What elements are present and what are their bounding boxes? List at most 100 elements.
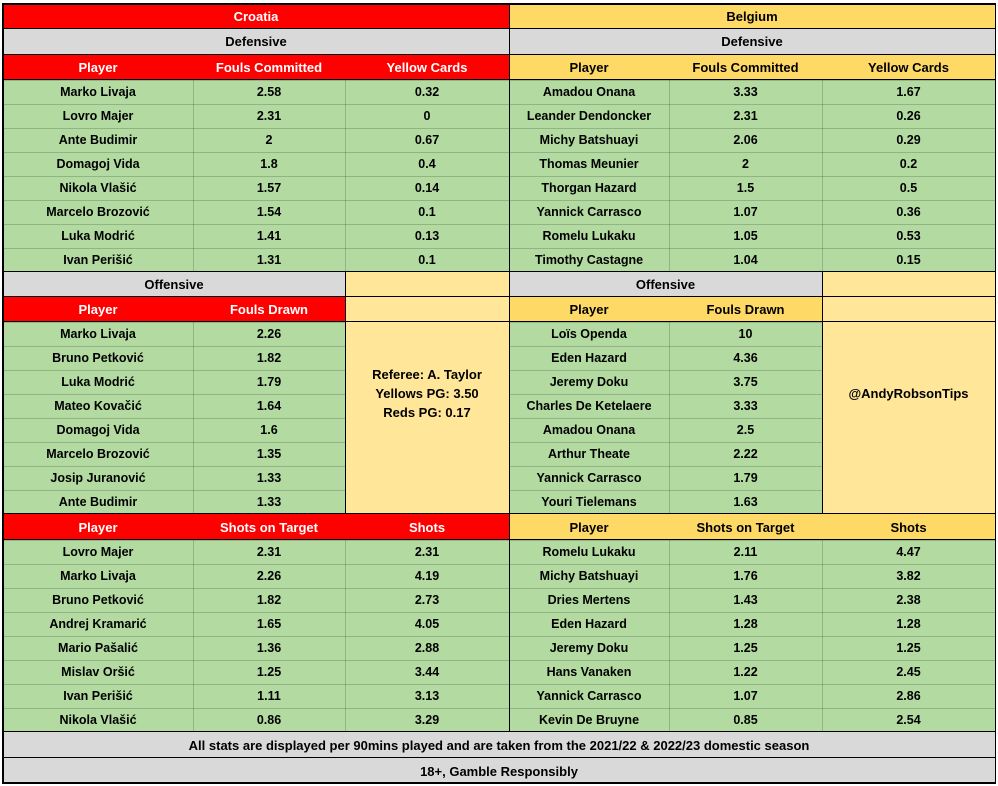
croatia-defensive-row-4-col-3: 0.4 bbox=[345, 152, 509, 176]
cell-gridline bbox=[345, 248, 509, 249]
cell-gridline bbox=[345, 684, 509, 685]
belgium-shots-header-shots-on-target: Shots on Target bbox=[669, 514, 822, 540]
croatia-offensive-row-3-col-2: 1.79 bbox=[193, 370, 345, 394]
referee-name: Referee: A. Taylor bbox=[372, 366, 482, 382]
belgium-shots-row-5-col-2: 1.25 bbox=[669, 636, 822, 660]
cell-gridline bbox=[345, 540, 346, 732]
croatia-defensive-row-2-col-3: 0 bbox=[345, 104, 509, 128]
belgium-offensive-row-6-col-2: 2.22 bbox=[669, 442, 822, 466]
cell-gridline bbox=[345, 200, 509, 201]
cell-gridline bbox=[822, 200, 995, 201]
belgium-defensive-row-5-col-1: Thorgan Hazard bbox=[509, 176, 669, 200]
border-handle-left bbox=[821, 271, 823, 514]
border-row bbox=[2, 321, 996, 323]
croatia-shots-row-2-col-1: Marko Livaja bbox=[3, 564, 193, 588]
belgium-offensive-row-3-col-1: Jeremy Doku bbox=[509, 370, 669, 394]
croatia-defensive-row-5-col-3: 0.14 bbox=[345, 176, 509, 200]
referee-box: Referee: A. Taylor Yellows PG: 3.50 Reds P… bbox=[345, 272, 509, 514]
croatia-offensive-row-6-col-1: Marcelo Brozović bbox=[3, 442, 193, 466]
belgium-defensive-row-4-col-1: Thomas Meunier bbox=[509, 152, 669, 176]
cell-gridline bbox=[3, 128, 345, 129]
croatia-defensive-header-player: Player bbox=[3, 54, 193, 80]
team-title-croatia: Croatia bbox=[3, 4, 509, 28]
cell-gridline bbox=[509, 564, 822, 565]
cell-gridline bbox=[822, 540, 823, 732]
cell-gridline bbox=[822, 80, 995, 81]
cell-gridline bbox=[3, 176, 345, 177]
belgium-defensive-header-yellow-cards: Yellow Cards bbox=[822, 54, 995, 80]
cell-gridline bbox=[345, 564, 509, 565]
cell-gridline bbox=[3, 564, 345, 565]
cell-gridline bbox=[509, 588, 822, 589]
team-title-belgium: Belgium bbox=[509, 4, 995, 28]
belgium-offensive-row-6-col-1: Arthur Theate bbox=[509, 442, 669, 466]
cell-gridline bbox=[509, 466, 822, 467]
section-offensive-belgium: Offensive bbox=[509, 272, 822, 297]
croatia-shots-row-4-col-1: Andrej Kramarić bbox=[3, 612, 193, 636]
cell-gridline bbox=[822, 588, 995, 589]
cell-gridline bbox=[509, 370, 822, 371]
belgium-defensive-row-2-col-2: 2.31 bbox=[669, 104, 822, 128]
cell-gridline bbox=[822, 612, 995, 613]
cell-gridline bbox=[509, 176, 822, 177]
cell-gridline bbox=[345, 176, 509, 177]
croatia-shots-row-5-col-1: Mario Pašalić bbox=[3, 636, 193, 660]
belgium-defensive-row-7-col-1: Romelu Lukaku bbox=[509, 224, 669, 248]
cell-gridline bbox=[345, 104, 509, 105]
croatia-shots-row-6-col-1: Mislav Oršić bbox=[3, 660, 193, 684]
belgium-shots-row-2-col-2: 1.76 bbox=[669, 564, 822, 588]
croatia-defensive-row-8-col-2: 1.31 bbox=[193, 248, 345, 272]
belgium-shots-row-5-col-3: 1.25 bbox=[822, 636, 995, 660]
cell-gridline bbox=[822, 660, 995, 661]
cell-gridline bbox=[3, 418, 345, 419]
croatia-shots-row-6-col-2: 1.25 bbox=[193, 660, 345, 684]
croatia-defensive-row-2-col-2: 2.31 bbox=[193, 104, 345, 128]
belgium-defensive-row-7-col-2: 1.05 bbox=[669, 224, 822, 248]
belgium-defensive-row-6-col-3: 0.36 bbox=[822, 200, 995, 224]
border-row bbox=[2, 54, 996, 56]
section-defensive-belgium: Defensive bbox=[509, 28, 995, 54]
cell-gridline bbox=[345, 660, 509, 661]
border-top bbox=[2, 3, 996, 5]
cell-gridline bbox=[822, 564, 995, 565]
belgium-defensive-row-6-col-1: Yannick Carrasco bbox=[509, 200, 669, 224]
cell-gridline bbox=[822, 636, 995, 637]
croatia-shots-row-3-col-3: 2.73 bbox=[345, 588, 509, 612]
croatia-shots-row-8-col-3: 3.29 bbox=[345, 708, 509, 732]
border-row bbox=[2, 296, 996, 298]
cell-gridline bbox=[3, 684, 345, 685]
belgium-shots-row-3-col-3: 2.38 bbox=[822, 588, 995, 612]
cell-gridline bbox=[822, 80, 823, 272]
border-row bbox=[2, 271, 996, 273]
border-bottom bbox=[2, 782, 996, 784]
cell-gridline bbox=[345, 540, 509, 541]
belgium-defensive-row-2-col-3: 0.26 bbox=[822, 104, 995, 128]
cell-gridline bbox=[3, 660, 345, 661]
cell-gridline bbox=[509, 80, 822, 81]
croatia-shots-row-2-col-3: 4.19 bbox=[345, 564, 509, 588]
croatia-shots-row-6-col-3: 3.44 bbox=[345, 660, 509, 684]
belgium-shots-row-3-col-2: 1.43 bbox=[669, 588, 822, 612]
belgium-shots-row-4-col-3: 1.28 bbox=[822, 612, 995, 636]
cell-gridline bbox=[345, 224, 509, 225]
belgium-shots-row-1-col-1: Romelu Lukaku bbox=[509, 540, 669, 564]
croatia-defensive-row-3-col-2: 2 bbox=[193, 128, 345, 152]
croatia-defensive-row-7-col-3: 0.13 bbox=[345, 224, 509, 248]
belgium-defensive-row-5-col-2: 1.5 bbox=[669, 176, 822, 200]
belgium-defensive-row-8-col-3: 0.15 bbox=[822, 248, 995, 272]
croatia-shots-row-1-col-2: 2.31 bbox=[193, 540, 345, 564]
belgium-defensive-row-1-col-1: Amadou Onana bbox=[509, 80, 669, 104]
cell-gridline bbox=[509, 394, 822, 395]
cell-gridline bbox=[822, 176, 995, 177]
croatia-defensive-row-8-col-3: 0.1 bbox=[345, 248, 509, 272]
cell-gridline bbox=[822, 128, 995, 129]
croatia-defensive-row-6-col-1: Marcelo Brozović bbox=[3, 200, 193, 224]
cell-gridline bbox=[3, 612, 345, 613]
croatia-shots-row-8-col-1: Nikola Vlašić bbox=[3, 708, 193, 732]
border-left bbox=[2, 3, 4, 784]
belgium-shots-row-1-col-2: 2.11 bbox=[669, 540, 822, 564]
belgium-defensive-row-3-col-1: Michy Batshuayi bbox=[509, 128, 669, 152]
belgium-defensive-row-4-col-3: 0.2 bbox=[822, 152, 995, 176]
croatia-shots-row-7-col-2: 1.11 bbox=[193, 684, 345, 708]
cell-gridline bbox=[509, 442, 822, 443]
